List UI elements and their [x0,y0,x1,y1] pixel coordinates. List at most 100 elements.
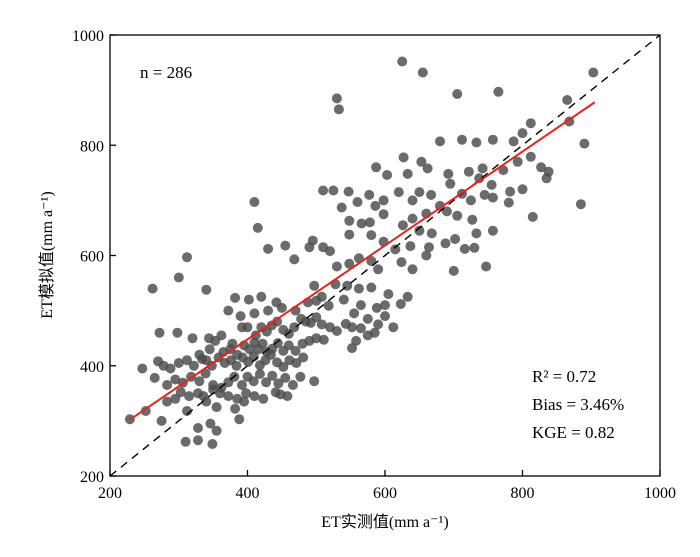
data-point [248,376,259,387]
data-point [242,322,253,333]
data-point [249,197,260,207]
data-point [280,372,291,383]
data-point [275,389,286,400]
data-point [249,391,260,402]
data-point [223,305,234,316]
data-point [291,358,302,368]
data-point [298,352,309,363]
data-point [362,313,373,324]
x-tick-label: 600 [373,485,397,502]
data-point [393,187,404,198]
data-point [257,338,268,349]
x-tick-label: 200 [98,485,122,502]
data-point [402,168,413,179]
data-point [356,218,367,229]
data-point [416,156,427,167]
data-point [349,308,360,319]
data-point [459,243,470,254]
data-point [467,214,478,225]
x-tick-label: 800 [511,485,535,502]
x-axis-label: ET实测值(mm a⁻¹) [321,513,448,531]
data-point [230,292,241,303]
data-point [170,393,181,404]
data-point [149,372,160,383]
data-point [481,261,492,272]
data-point [182,355,192,366]
data-point [517,128,528,139]
data-point [364,189,375,200]
data-point [162,396,173,407]
data-point [366,256,377,266]
data-point [525,118,536,129]
data-point [588,67,599,78]
data-point [153,356,164,367]
data-point [380,311,390,322]
data-point [140,406,151,416]
data-point [541,173,552,184]
y-axis-label: ET模拟值(mm a⁻¹) [38,191,56,318]
data-point [435,200,445,211]
data-point [435,136,445,147]
data-point [304,242,315,253]
data-point [366,282,377,293]
data-point [272,316,283,327]
data-point [405,241,416,252]
data-point [397,220,408,231]
data-point [487,192,498,203]
data-point [210,335,221,346]
data-point [200,368,211,379]
fit-line [130,101,596,421]
data-point [390,244,401,255]
data-point [371,162,382,173]
y-tick-label: 800 [80,138,104,155]
data-point [505,186,516,197]
data-point [184,391,195,402]
data-point [407,213,418,224]
x-tick-label: 1000 [644,485,676,502]
data-point [479,189,490,200]
data-point [450,234,461,244]
data-point [336,202,347,213]
y-tick-label: 600 [80,249,104,266]
data-point [272,338,283,349]
data-point [325,246,335,257]
data-point [243,294,254,305]
data-point [398,152,409,163]
data-point [366,230,377,241]
data-point [188,360,199,371]
data-point [331,261,342,272]
data-point [283,340,294,351]
data-point [194,376,205,387]
data-point [193,435,203,446]
data-point [426,189,437,200]
data-point [311,295,322,306]
data-point [234,414,245,425]
data-point [452,89,463,99]
data-point [182,252,192,263]
data-point [239,396,250,407]
data-point [311,333,322,344]
data-point [206,360,217,371]
data-point [204,344,215,355]
data-point [318,334,329,345]
data-point [170,374,181,385]
data-point [452,210,463,221]
data-point [193,423,203,433]
data-point [474,173,485,184]
data-point [579,138,590,149]
data-point [278,361,289,372]
data-point [256,291,267,302]
data-point [273,378,284,389]
data-point [230,403,241,414]
data-point [263,243,274,254]
data-point [443,168,454,179]
bias-label: Bias = 3.46% [532,395,624,414]
data-point [207,439,218,449]
data-point [215,388,225,399]
x-tick-label: 400 [236,485,260,502]
data-point [512,156,523,167]
data-point [469,242,480,253]
data-point [235,311,246,322]
